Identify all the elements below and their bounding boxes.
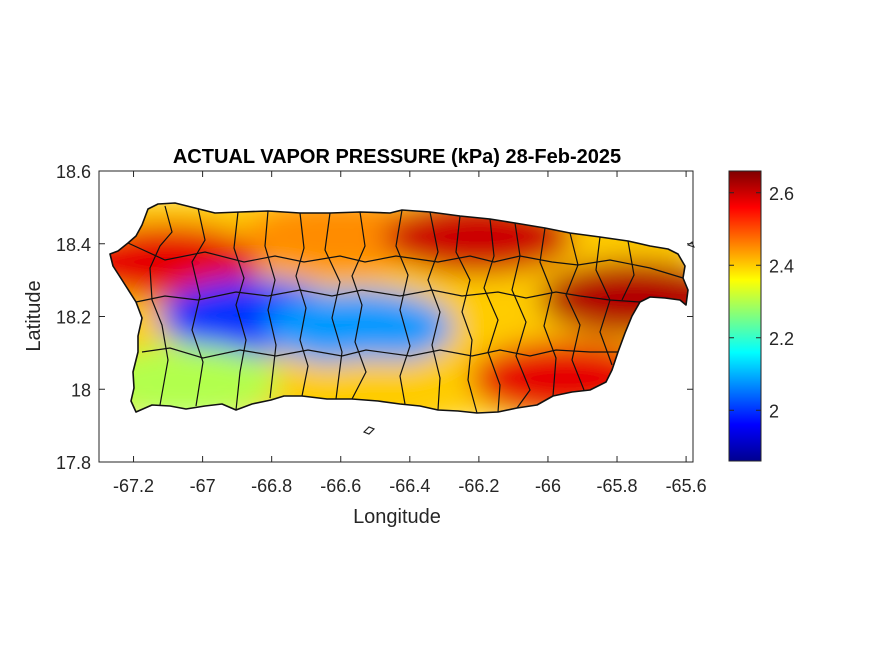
- island-outline: [109, 202, 689, 414]
- municipality-boundary: [621, 240, 635, 301]
- y-axis-label: Latitude: [23, 280, 45, 351]
- y-axis: 18.6 18.4 18.2 18 17.8: [56, 162, 693, 473]
- x-tick-label: -66: [535, 476, 561, 496]
- plot-area: -67.2 -67 -66.8 -66.6 -66.4 -66.2 -66 -65.8 -65.…: [56, 162, 707, 496]
- municipality-boundary: [539, 227, 557, 397]
- municipality-boundaries: [127, 205, 684, 414]
- x-tick-label: -66.8: [251, 476, 292, 496]
- x-tick-label: -67: [190, 476, 216, 496]
- municipality-boundary: [455, 215, 478, 414]
- y-tick-label: 18.2: [56, 308, 91, 328]
- colorbar-tick-label: 2.6: [769, 184, 794, 204]
- municipality-boundary: [427, 211, 441, 411]
- small-island: [362, 426, 376, 435]
- y-tick-label: 18.4: [56, 235, 91, 255]
- colorbar-tick-label: 2.2: [769, 329, 794, 349]
- municipality-boundary: [127, 242, 684, 279]
- x-tick-label: -66.2: [458, 476, 499, 496]
- x-tick-label: -66.6: [320, 476, 361, 496]
- x-axis: -67.2 -67 -66.8 -66.6 -66.4 -66.2 -66 -65.8 -65.…: [113, 171, 707, 496]
- municipality-boundary: [149, 205, 173, 406]
- municipality-boundary: [565, 232, 585, 391]
- y-tick-label: 17.8: [56, 453, 91, 473]
- x-tick-label: -66.4: [389, 476, 430, 496]
- field-region: [110, 343, 281, 413]
- municipality-boundary: [233, 211, 247, 411]
- x-tick-label: -65.6: [666, 476, 707, 496]
- municipality-boundary: [351, 211, 367, 400]
- municipality-boundary: [135, 289, 641, 303]
- municipality-boundary: [483, 218, 501, 413]
- x-axis-label: Longitude: [353, 506, 441, 528]
- municipality-boundary: [395, 209, 411, 405]
- field-region: [280, 358, 471, 413]
- municipality-boundary: [141, 347, 618, 359]
- chart-title: ACTUAL VAPOR PRESSURE (kPa) 28-Feb-2025: [173, 146, 621, 168]
- colorbar-tick-label: 2.4: [769, 256, 794, 276]
- colorbar-ticks: 2.6 2.4 2.2 2: [729, 184, 794, 421]
- municipality-boundary: [295, 212, 309, 397]
- municipality-boundary: [191, 207, 206, 407]
- x-tick-label: -67.2: [113, 476, 154, 496]
- colorbar-tick-label: 2: [769, 401, 779, 421]
- y-tick-label: 18: [71, 380, 91, 400]
- municipality-boundary: [324, 212, 343, 400]
- colorbar: 2.6 2.4 2.2 2: [728, 170, 794, 462]
- field-region: [245, 203, 436, 275]
- colorbar-gradient: [728, 170, 762, 462]
- y-tick-label: 18.6: [56, 162, 91, 182]
- x-tick-label: -65.8: [597, 476, 638, 496]
